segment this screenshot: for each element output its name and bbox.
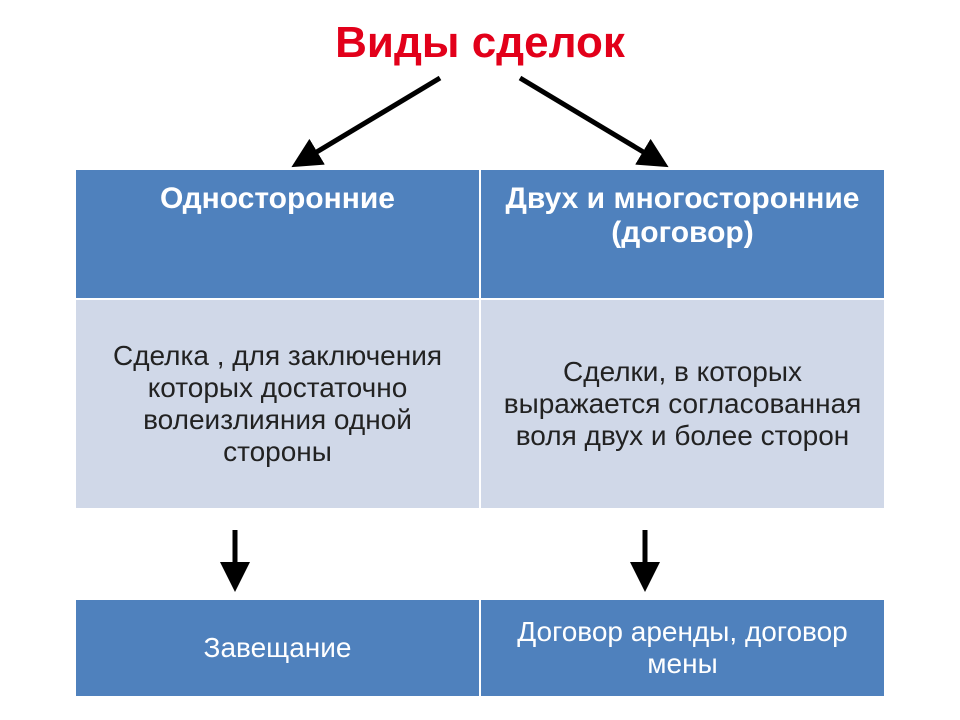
- bottom-arrows: [0, 526, 960, 596]
- types-table: Односторонние Двух и многосторонние (дог…: [74, 168, 886, 510]
- description-right: Сделки, в которых выражается согласованн…: [480, 299, 885, 509]
- description-left: Сделка , для заключения которых достаточ…: [75, 299, 480, 509]
- examples-row: Завещание Договор аренды, договор мены: [75, 599, 885, 697]
- header-right: Двух и многосторонние (договор): [480, 169, 885, 299]
- example-right: Договор аренды, договор мены: [480, 599, 885, 697]
- page-title: Виды сделок: [0, 18, 960, 68]
- example-left: Завещание: [75, 599, 480, 697]
- examples-table: Завещание Договор аренды, договор мены: [74, 598, 886, 698]
- description-row: Сделка , для заключения которых достаточ…: [75, 299, 885, 509]
- header-left: Односторонние: [75, 169, 480, 299]
- top-arrows: [0, 70, 960, 180]
- header-row: Односторонние Двух и многосторонние (дог…: [75, 169, 885, 299]
